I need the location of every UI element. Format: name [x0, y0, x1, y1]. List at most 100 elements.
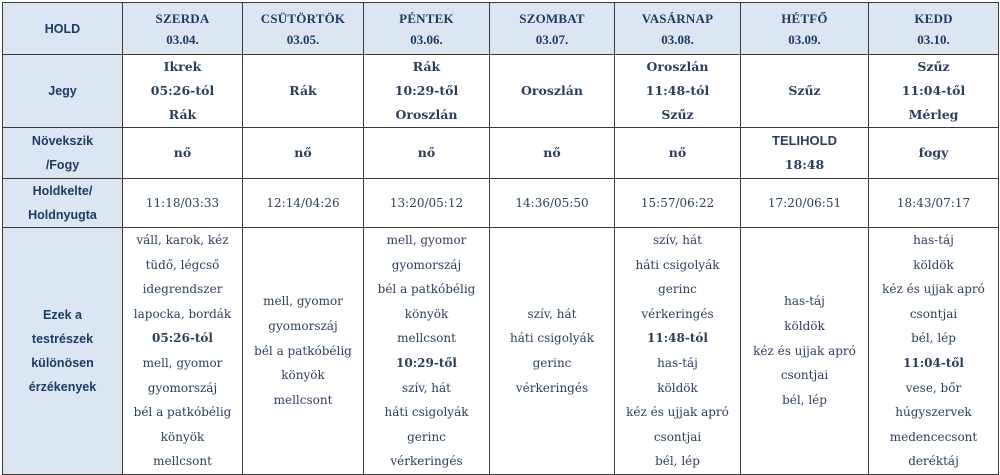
phase-value: nő — [294, 145, 312, 160]
day-date: 03.09. — [788, 31, 821, 47]
phase-cell: nő — [489, 127, 615, 179]
sign-line: Mérleg — [908, 107, 959, 122]
body-part: csontjai — [653, 429, 702, 444]
moonrise-cell: 14:36/05:50 — [489, 178, 615, 228]
body-part: gerinc — [532, 355, 572, 370]
moonrise-cell: 12:14/04:26 — [242, 178, 364, 228]
sign-line: Szűz — [661, 107, 694, 122]
label-line: /Fogy — [45, 158, 80, 172]
body-part: könyök — [404, 306, 449, 321]
label-line: Holdkelte/ — [32, 184, 93, 198]
sign-cell: Oroszlán — [489, 54, 615, 128]
full-moon-cell: TELIHOLD 18:48 — [740, 127, 869, 179]
body-part: mell, gyomor — [263, 294, 343, 309]
body-parts-row-label: Ezek a testrészek különösen érzékenyek — [2, 227, 123, 475]
sign-cell: Szűz 11:04-től Mérleg — [868, 54, 999, 128]
day-header-saturday: SZOMBAT 03.07. — [489, 2, 615, 55]
body-part: bél, lép — [911, 331, 956, 346]
moonrise-cell: 17:20/06:51 — [740, 178, 869, 228]
body-part: csontjai — [909, 306, 958, 321]
body-part: vérkeringés — [641, 306, 714, 321]
moonrise-cell: 11:18/03:33 — [122, 178, 243, 228]
body-part: bél a patkóbélig — [133, 405, 232, 420]
body-part: szív, hát — [652, 233, 702, 247]
body-part: bél, lép — [655, 454, 700, 469]
phase-row: Növekszik /Fogy nő nő nő nő nő TELIHOLD … — [2, 127, 999, 179]
sign-cell: Oroszlán 11:48-tól Szűz — [614, 54, 741, 128]
body-part: köldök — [657, 380, 698, 395]
body-part: szív, hát — [527, 306, 577, 321]
phase-cell: nő — [122, 127, 243, 179]
body-part: has-táj — [784, 294, 825, 309]
body-parts-cell: mell, gyomor gyomorszáj bél a patkóbélig… — [242, 227, 364, 475]
phase-value: fogy — [918, 145, 949, 160]
phase-row-label: Növekszik /Fogy — [2, 127, 123, 179]
body-part: tüdő, légcső — [145, 257, 220, 272]
body-part: has-táj — [913, 233, 954, 247]
day-date: 03.07. — [535, 31, 569, 47]
body-part: gerinc — [658, 282, 697, 297]
day-name: VASÁRNAP — [641, 10, 714, 26]
body-parts-row: Ezek a testrészek különösen érzékenyek v… — [2, 227, 999, 475]
day-header-monday: HÉTFŐ 03.09. — [740, 2, 869, 55]
sign-change-time: 11:48-tól — [647, 331, 708, 346]
body-parts-cell: mell, gyomor gyomorszáj bél a patkóbélig… — [363, 227, 490, 475]
sign-change-time: 05:26-tól — [150, 83, 215, 98]
day-date: 03.06. — [410, 31, 443, 47]
body-part: köldök — [913, 257, 954, 272]
moonrise-cell: 13:20/05:12 — [363, 178, 490, 228]
moonrise-cell: 15:57/06:22 — [614, 178, 741, 228]
sign-change-time: 11:04-től — [903, 355, 964, 370]
phase-cell: nő — [242, 127, 364, 179]
sign-line: Ikrek — [163, 59, 202, 74]
day-name: SZERDA — [155, 10, 210, 26]
corner-header: HOLD — [2, 2, 123, 55]
full-moon-time: 18:48 — [784, 157, 825, 172]
body-part: gerinc — [407, 429, 446, 444]
sign-line: Oroszlán — [521, 83, 583, 98]
day-header-wednesday: SZERDA 03.04. — [122, 2, 243, 55]
day-header-thursday: CSÜTÖRTÖK 03.05. — [242, 2, 364, 55]
phase-value: nő — [173, 145, 192, 160]
day-name: HÉTFŐ — [781, 10, 828, 26]
phase-cell: fogy — [868, 127, 999, 179]
phase-value: nő — [417, 145, 436, 160]
body-part: háti csigolyák — [384, 405, 469, 420]
body-parts-cell: szív, hát háti csigolyák gerinc vérkerin… — [614, 227, 741, 475]
body-part: szív, hát — [401, 380, 451, 395]
body-part: bél a patkóbélig — [377, 282, 476, 297]
body-part: kéz és ujjak apró — [626, 405, 729, 420]
body-part: lapocka, bordák — [133, 306, 232, 321]
sign-line: Szűz — [917, 59, 950, 74]
sign-cell: Rák — [242, 54, 364, 128]
body-part: vese, bőr — [905, 380, 962, 395]
day-date: 03.05. — [286, 31, 320, 47]
body-parts-cell: váll, karok, kéz tüdő, légcső idegrendsz… — [122, 227, 243, 475]
moonrise-cell: 18:43/07:17 — [868, 178, 999, 228]
body-part: vérkeringés — [515, 380, 589, 395]
day-date: 03.10. — [917, 31, 950, 47]
body-part: húgyszervek — [895, 405, 972, 420]
sign-change-time: 10:29-től — [394, 83, 459, 98]
body-part: csontjai — [780, 368, 829, 383]
body-part: bél, lép — [782, 392, 827, 407]
day-name: SZOMBAT — [519, 10, 585, 26]
day-name: PÉNTEK — [399, 10, 454, 26]
day-header-friday: PÉNTEK 03.06. — [363, 2, 490, 55]
body-part: köldök — [784, 319, 825, 334]
label-line: különösen — [31, 355, 94, 370]
body-part: könyök — [281, 368, 325, 383]
moonrise-row-label: Holdkelte/ Holdnyugta — [2, 178, 123, 228]
day-name: KEDD — [914, 10, 953, 26]
body-part: háti csigolyák — [635, 257, 720, 272]
body-part: idegrendszer — [142, 282, 223, 297]
phase-cell: nő — [614, 127, 741, 179]
label-line: testrészek — [31, 331, 94, 346]
body-part: kéz és ujjak apró — [753, 343, 856, 358]
sign-cell: Ikrek 05:26-tól Rák — [122, 54, 243, 128]
sign-row: Jegy Ikrek 05:26-tól Rák Rák Rák 10:29-t… — [2, 54, 999, 128]
body-part: medencecsont — [889, 429, 978, 444]
body-parts-cell: szív, hát háti csigolyák gerinc vérkerin… — [489, 227, 615, 475]
sign-line: Rák — [412, 59, 441, 74]
